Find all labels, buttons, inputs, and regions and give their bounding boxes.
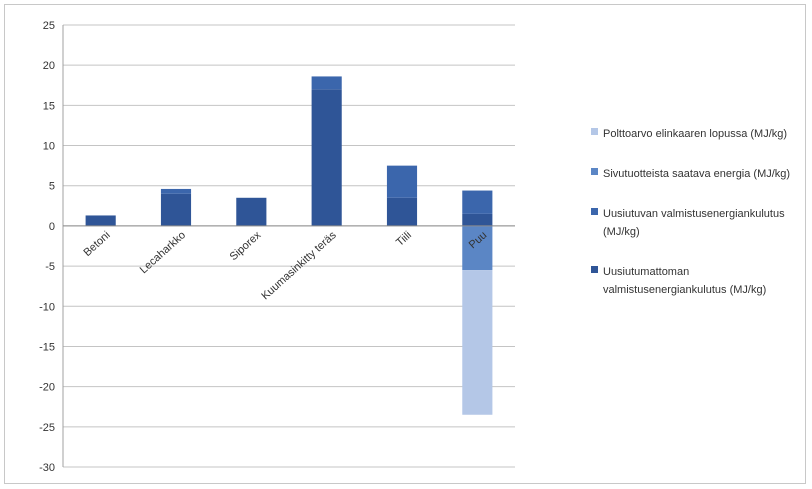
y-tick-labels: 25 20 15 10 5 0 -5 -10 -15 -20 -25 -30 (39, 20, 55, 474)
y-tick-label: -30 (39, 462, 55, 474)
legend-entry: Uusiutuvan valmistusenergiankulutus (MJ/k… (591, 208, 785, 238)
stacked-bar-chart: 25 20 15 10 5 0 -5 -10 -15 -20 -25 -30 Betoni Lecaha… (39, 20, 790, 474)
bar-segment (462, 190, 493, 214)
bar-segment (386, 197, 418, 226)
legend-label: Uusiutumattoman valmistusenergiankulutus … (603, 266, 766, 296)
y-tick-label: 10 (43, 141, 55, 153)
bar-segment (160, 193, 192, 226)
gridlines (63, 24, 515, 468)
bar-segment (462, 270, 493, 415)
y-tick-label: -15 (39, 341, 55, 353)
y-tick-label: -10 (39, 301, 55, 313)
y-tick-label: 0 (49, 221, 55, 233)
bar-segment (311, 89, 342, 226)
bar-segment (386, 165, 418, 198)
y-tick-label: -25 (39, 422, 55, 434)
legend-swatch (591, 128, 598, 135)
chart-frame: 25 20 15 10 5 0 -5 -10 -15 -20 -25 -30 Betoni Lecaha… (4, 4, 806, 484)
category-label: Tiili (394, 229, 414, 249)
legend-entry: Sivutuotteista saatava energia (MJ/kg) (591, 168, 790, 180)
legend-swatch (591, 208, 598, 215)
bar-segment (160, 188, 192, 194)
legend-label: Polttoarvo elinkaaren lopussa (MJ/kg) (603, 128, 787, 140)
axes (62, 25, 515, 467)
legend-entry: Uusiutumattoman valmistusenergiankulutus … (591, 266, 766, 296)
y-tick-label: -20 (39, 382, 55, 394)
y-tick-label: -5 (45, 261, 55, 273)
bar-segment (311, 76, 342, 90)
legend: Polttoarvo elinkaaren lopussa (MJ/kg) Siv… (591, 128, 790, 296)
category-label: Lecaharkko (138, 229, 188, 276)
legend-label: Sivutuotteista saatava energia (MJ/kg) (603, 168, 790, 180)
category-label: Betoni (81, 229, 112, 259)
y-tick-label: 25 (43, 20, 55, 32)
y-tick-label: 15 (43, 100, 55, 112)
bar-segment (462, 225, 493, 271)
legend-swatch (591, 266, 598, 273)
legend-entry: Polttoarvo elinkaaren lopussa (MJ/kg) (591, 128, 787, 140)
y-tick-label: 5 (49, 181, 55, 193)
y-tick-label: 20 (43, 60, 55, 72)
bars (85, 76, 493, 415)
bar-segment (85, 215, 116, 226)
category-label: Siporex (228, 229, 264, 263)
bar-segment (236, 197, 267, 226)
legend-swatch (591, 168, 598, 175)
bar-segment (462, 213, 493, 226)
legend-label: Uusiutuvan valmistusenergiankulutus (MJ/k… (603, 208, 785, 238)
